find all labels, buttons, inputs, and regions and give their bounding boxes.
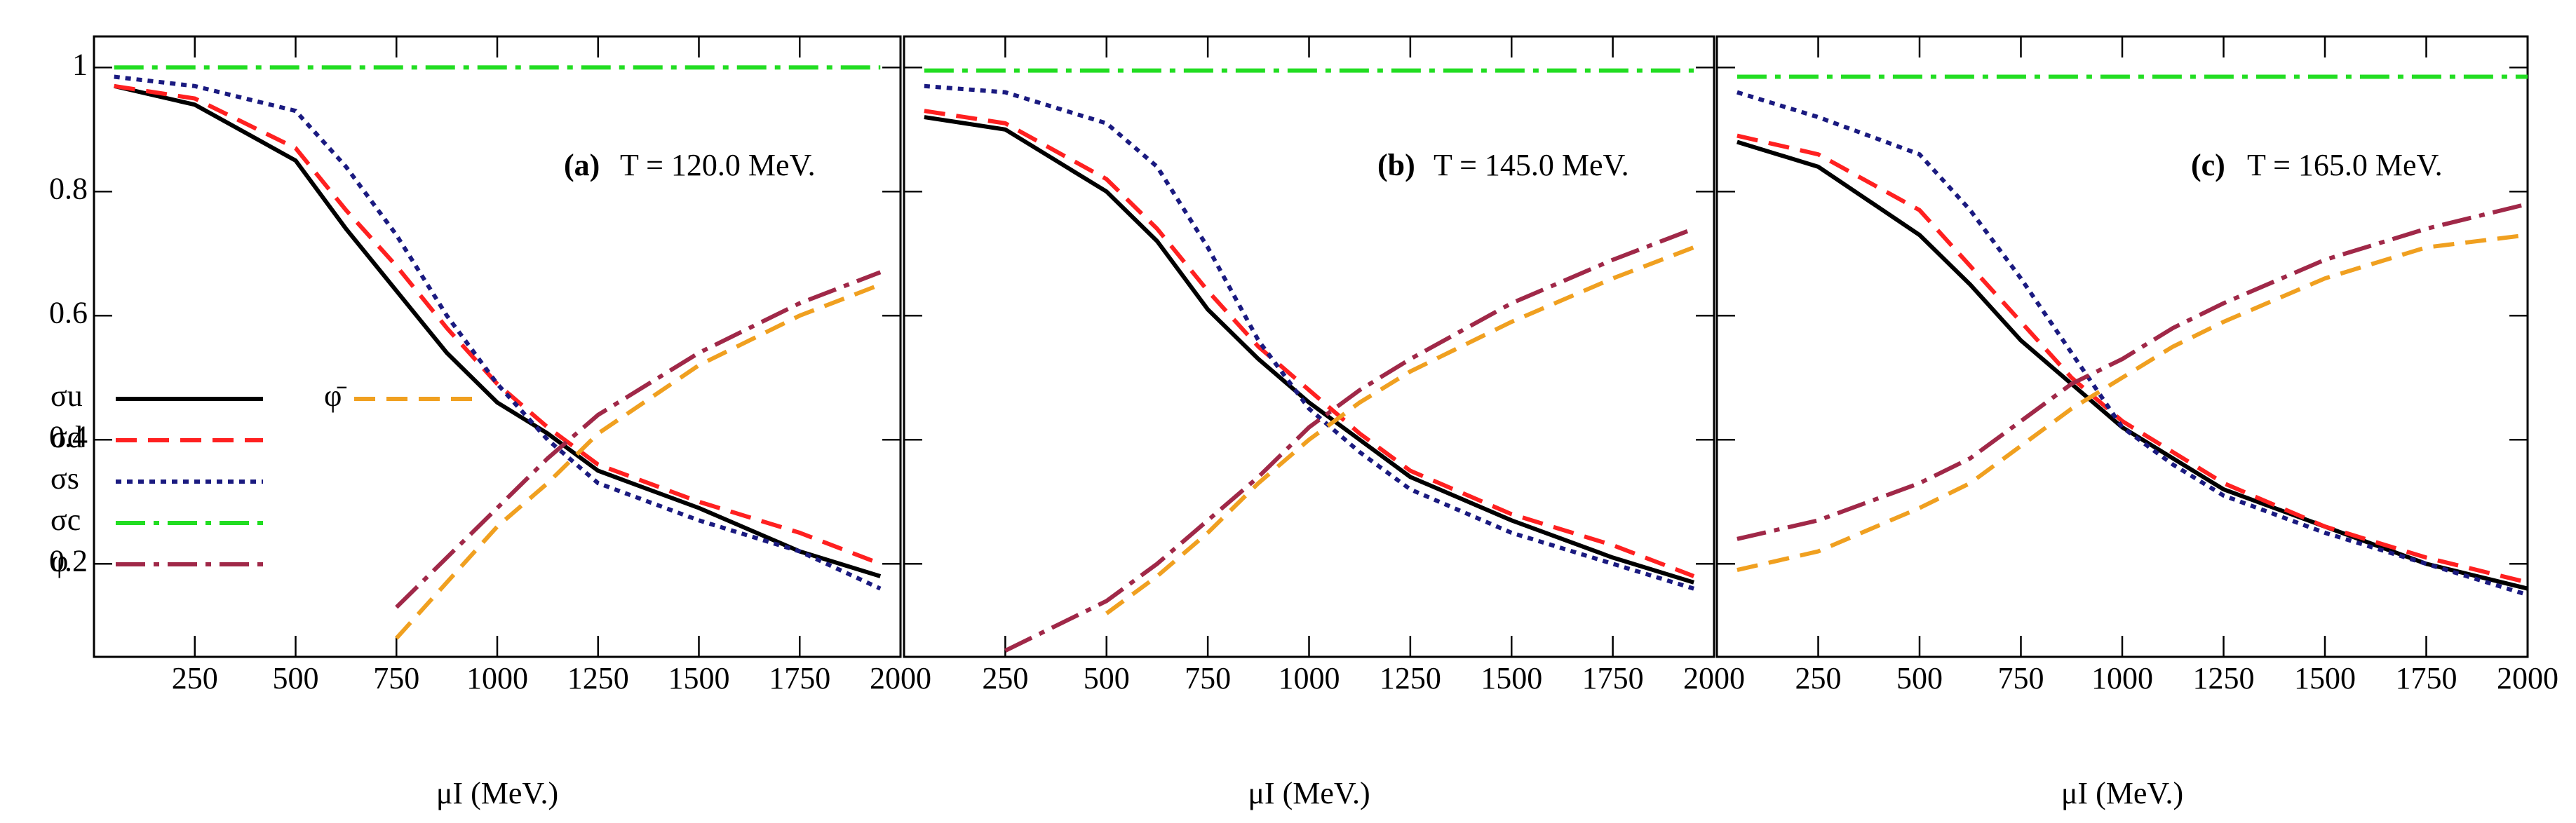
x-tick-label: 250 <box>172 661 218 695</box>
y-tick-label: 0.8 <box>49 171 88 205</box>
x-tick-label: 1250 <box>2193 661 2255 695</box>
x-tick-label: 500 <box>1896 661 1943 695</box>
series-line <box>924 109 1695 578</box>
x-axis-label: μI (MeV.) <box>436 776 558 810</box>
series-line <box>114 83 882 578</box>
x-tick-label: 1500 <box>1481 661 1542 695</box>
series-line <box>1737 140 2528 591</box>
legend-label: φ̄ <box>324 379 346 413</box>
legend-label: φ <box>50 544 68 578</box>
x-tick-label: 250 <box>982 661 1028 695</box>
x-tick-label: 1750 <box>1582 661 1644 695</box>
x-tick-label: 250 <box>1795 661 1842 695</box>
panel-label: (b) <box>1377 148 1415 182</box>
x-tick-label: 1250 <box>1380 661 1441 695</box>
legend-label: σc <box>50 503 81 537</box>
x-tick-label: 750 <box>1998 661 2044 695</box>
x-tick-label: 750 <box>1185 661 1231 695</box>
series-line <box>395 283 882 640</box>
series-line <box>395 270 882 609</box>
panel-label: (a) <box>564 148 600 182</box>
x-tick-label: 1500 <box>668 661 730 695</box>
legend-label: σs <box>50 461 79 496</box>
plot-frame <box>903 35 1715 658</box>
series-line <box>114 83 882 566</box>
y-tick-label: 1 <box>72 47 88 81</box>
series-line <box>1737 133 2528 585</box>
x-tick-label: 2000 <box>1683 661 1745 695</box>
x-tick-label: 2000 <box>870 661 931 695</box>
series-line <box>1737 233 2528 573</box>
panel-label: (c) <box>2191 148 2225 182</box>
x-tick-label: 750 <box>373 661 419 695</box>
x-axis-label: μI (MeV.) <box>2061 776 2183 810</box>
x-axis-label: μI (MeV.) <box>1248 776 1370 810</box>
series-line <box>924 83 1695 591</box>
x-tick-label: 500 <box>273 661 319 695</box>
legend-label: σu <box>50 379 83 413</box>
annotation: T = 145.0 MeV. <box>1434 148 1629 182</box>
x-tick-label: 1750 <box>769 661 830 695</box>
x-tick-label: 1250 <box>567 661 629 695</box>
y-tick-label: 0.6 <box>49 295 88 329</box>
plot-area <box>924 68 1695 653</box>
plot-frame <box>93 35 902 658</box>
series-line <box>1004 226 1695 653</box>
plot-frame <box>1715 35 2529 658</box>
annotation: T = 120.0 MeV. <box>620 148 816 182</box>
series-line <box>114 74 882 591</box>
series-line <box>924 115 1695 585</box>
x-tick-label: 500 <box>1084 661 1130 695</box>
x-tick-label: 1000 <box>2091 661 2153 695</box>
y-tick-label: 0.4 <box>49 419 88 454</box>
legend-label: σd <box>50 420 83 454</box>
annotation: T = 165.0 MeV. <box>2247 148 2443 182</box>
y-tick-label: 0.2 <box>49 543 88 578</box>
series-line <box>1737 202 2528 541</box>
plot-area <box>114 65 882 640</box>
series-line <box>1105 245 1695 615</box>
x-tick-label: 1000 <box>466 661 528 695</box>
x-tick-label: 1750 <box>2396 661 2457 695</box>
plot-area <box>1737 74 2528 597</box>
x-tick-label: 1500 <box>2294 661 2356 695</box>
x-tick-label: 1000 <box>1279 661 1340 695</box>
x-tick-label: 2000 <box>2497 661 2558 695</box>
